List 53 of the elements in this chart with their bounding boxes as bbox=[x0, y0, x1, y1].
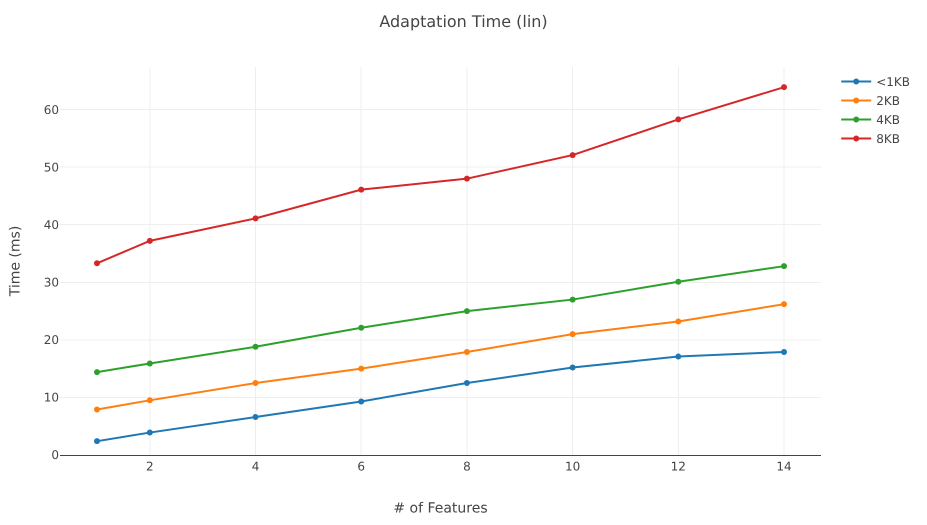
point bbox=[252, 380, 259, 386]
point bbox=[570, 152, 576, 158]
point bbox=[146, 238, 153, 244]
y-tick-label: 10 bbox=[44, 390, 59, 405]
point bbox=[146, 430, 153, 436]
point bbox=[675, 354, 682, 360]
legend-label: 8KB bbox=[876, 132, 900, 146]
y-tick-label: 40 bbox=[44, 218, 59, 232]
point bbox=[252, 344, 259, 350]
point bbox=[464, 176, 470, 182]
point bbox=[781, 84, 788, 90]
y-tick-label: 60 bbox=[44, 102, 59, 117]
x-axis-title: # of Features bbox=[393, 500, 488, 517]
y-tick-label: 50 bbox=[44, 160, 59, 174]
point bbox=[781, 301, 788, 308]
x-tick-label: 6 bbox=[357, 459, 366, 474]
y-axis-title: Time (ms) bbox=[7, 226, 24, 298]
point bbox=[570, 331, 576, 338]
x-tick-label: 8 bbox=[463, 459, 471, 474]
point bbox=[464, 308, 470, 314]
legend-label: <1KB bbox=[876, 75, 910, 90]
point bbox=[94, 438, 100, 444]
point bbox=[358, 366, 364, 372]
point bbox=[252, 414, 259, 420]
point bbox=[781, 263, 788, 270]
point bbox=[570, 296, 576, 303]
x-tick-label: 2 bbox=[146, 459, 154, 474]
point bbox=[94, 260, 100, 266]
point bbox=[146, 397, 153, 404]
legend-label: 2KB bbox=[876, 94, 900, 108]
y-tick-label: 0 bbox=[51, 448, 59, 462]
x-tick-label: 10 bbox=[564, 459, 580, 474]
point bbox=[675, 116, 682, 122]
x-tick-label: 12 bbox=[670, 459, 686, 474]
point bbox=[358, 324, 364, 331]
point bbox=[146, 360, 153, 366]
x-tick-label: 4 bbox=[252, 459, 260, 474]
point bbox=[94, 369, 100, 376]
point bbox=[358, 398, 364, 404]
point bbox=[675, 318, 682, 324]
point bbox=[464, 380, 470, 386]
legend-label: 4KB bbox=[876, 113, 900, 128]
point bbox=[252, 215, 259, 222]
y-tick-label: 20 bbox=[44, 333, 59, 348]
point bbox=[464, 348, 470, 355]
y-tick-label: 30 bbox=[44, 276, 59, 290]
chart-title: Adaptation Time (lin) bbox=[379, 12, 548, 31]
point bbox=[675, 278, 682, 285]
x-tick-label: 14 bbox=[776, 459, 792, 474]
point bbox=[570, 364, 576, 370]
point bbox=[781, 348, 788, 355]
point bbox=[358, 186, 364, 193]
point bbox=[94, 406, 100, 413]
